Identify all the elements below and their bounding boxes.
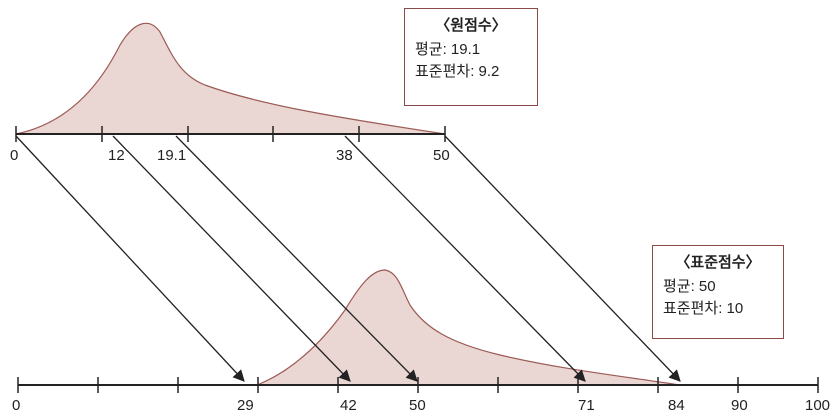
standard-score-mean: 평균: 50: [663, 278, 716, 295]
standard-score-sd: 표준편차: 10: [663, 300, 744, 317]
raw-label-19-1: 19.1: [157, 147, 186, 164]
raw-score-mean: 평균: 19.1: [415, 41, 481, 58]
arrow-38-to-71: [344, 135, 586, 382]
raw-axis-ticks: [15, 126, 446, 142]
raw-label-12: 12: [108, 147, 125, 164]
raw-label-38: 38: [336, 147, 353, 164]
raw-label-50: 50: [433, 147, 450, 164]
std-label-42: 42: [340, 397, 357, 414]
standard-axis-ticks: [17, 377, 819, 393]
arrow-0-to-29: [15, 135, 245, 382]
standard-score-info-box: 〈표준점수〉 평균: 50 표준편차: 10: [652, 245, 784, 339]
std-label-90: 90: [731, 397, 748, 414]
std-label-29: 29: [237, 397, 254, 414]
std-label-100: 100: [805, 397, 830, 414]
raw-label-0: 0: [10, 147, 18, 164]
raw-score-info-box: 〈원점수〉 평균: 19.1 표준편차: 9.2: [404, 8, 538, 106]
std-label-84: 84: [668, 397, 685, 414]
raw-score-box-title: 〈원점수〉: [435, 17, 507, 34]
std-label-0: 0: [12, 397, 20, 414]
std-label-71: 71: [578, 397, 595, 414]
standard-score-distribution-curve: [256, 269, 681, 386]
arrow-12-to-42: [112, 135, 351, 382]
arrow-19-1-to-50: [175, 135, 418, 382]
raw-axis-labels: 0 12 19.1 38 50: [10, 147, 450, 164]
standard-axis-labels: 0 29 42 50 71 84 90 100: [12, 397, 830, 414]
std-label-50: 50: [409, 397, 426, 414]
mapping-arrows: [15, 135, 681, 382]
raw-score-distribution-curve: [15, 22, 446, 135]
standard-score-box-title: 〈표준점수〉: [675, 254, 761, 271]
raw-score-sd: 표준편차: 9.2: [415, 63, 500, 80]
arrow-50-to-84: [444, 135, 681, 382]
